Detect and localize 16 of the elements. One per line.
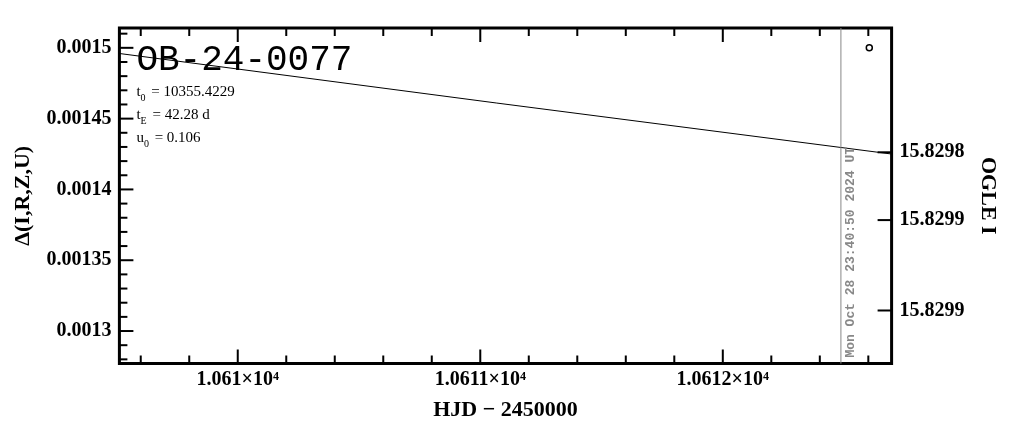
y2-tick-label: 15.8299 (899, 207, 965, 230)
chart-title: OB-24-0077 (136, 40, 353, 81)
x-tick-label: 1.061×10⁴ (196, 366, 279, 389)
y-tick-label: 0.00145 (46, 105, 112, 128)
y-tick-label: 0.0015 (56, 35, 112, 57)
annotation: Mon Oct 28 23:40:50 2024 UT (842, 146, 858, 358)
y-axis-title: Δ(I,R,Z,U) (8, 145, 34, 246)
y-tick-label: 0.0014 (56, 176, 112, 199)
y2-tick-label: 15.8299 (899, 297, 965, 320)
y-tick-label: 0.00135 (46, 247, 112, 270)
y2-axis-title: OGLE I (977, 156, 1003, 235)
x-axis-title: HJD − 2450000 (433, 396, 578, 422)
y-tick-label: 0.0013 (56, 318, 112, 341)
x-tick-label: 1.0612×10⁴ (676, 366, 770, 389)
x-tick-label: 1.0611×10⁴ (434, 366, 526, 389)
y2-tick-label: 15.8298 (899, 139, 965, 162)
